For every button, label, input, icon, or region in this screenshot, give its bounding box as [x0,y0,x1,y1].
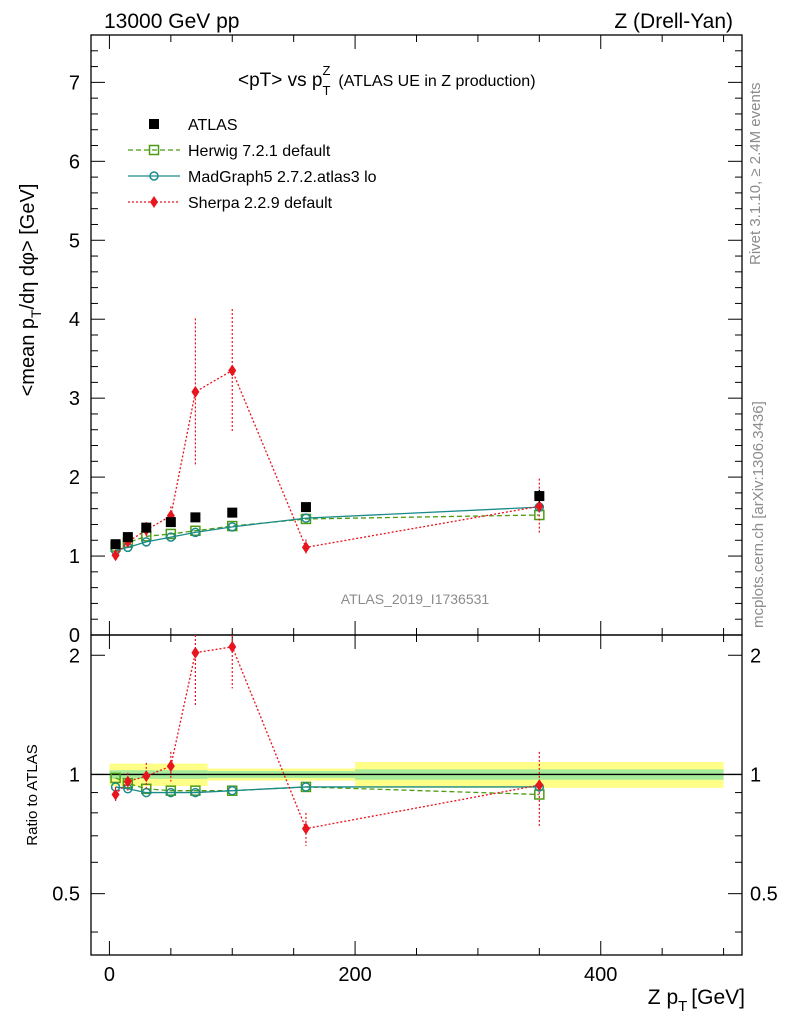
rivet-label: Rivet 3.1.10, ≥ 2.4M events [747,83,764,266]
header-right: Z (Drell-Yan) [614,10,733,33]
y-tick-label-ratio-right: 0.5 [750,884,778,906]
ratio-uncertainty-band [91,762,742,788]
legend-entry: ATLAS [149,117,238,134]
y-tick-label-main: 4 [69,309,80,331]
axes: 0 200 400 0 1 2 3 4 5 6 7 0.5 0.5 1 1 2 2 [52,35,778,986]
y-label-sub: T [28,309,44,318]
data-point [150,196,158,208]
data-point [165,517,176,528]
legend-entry: Herwig 7.2.1 default [128,143,331,160]
data-point [228,364,237,377]
legend-label: MadGraph5 2.7.2.atlas3 lo [188,169,377,186]
data-point [191,646,200,659]
svg-text:<pT> vs pZT(ATLAS UE in Z prod: <pT> vs pZ T (ATLAS UE in Z production) [238,63,536,98]
data-point [190,785,201,796]
plot-title: <pT> vs pZ T (ATLAS UE in Z production) [238,63,536,98]
legend-label: Sherpa 2.2.9 default [188,195,333,212]
title-subscript: T [322,83,330,98]
y-tick-label-ratio: 2 [69,645,80,667]
data-point [165,528,177,540]
x-tick-label: 400 [584,964,617,986]
data-point [535,500,544,513]
x-label-part-a: Z p [648,986,678,1009]
y-label-part-a: <mean p [17,318,39,396]
data-point [191,385,200,398]
series-line [115,786,540,794]
y-tick-label-main: 6 [69,151,80,173]
x-axis-label: Z pT [GeV] [648,986,745,1015]
y-tick-label-main: 0 [69,625,80,647]
series-madgraph5-2-7-2-atlas3-lo [110,502,545,556]
x-tick-label: 200 [338,964,371,986]
data-point [149,171,159,181]
data-point [535,779,544,792]
data-point [227,785,238,796]
y-axis-label: <mean pT/dη dφ> [GeV] [17,184,44,397]
data-point [301,541,310,554]
data-point [190,527,201,538]
data-point [534,491,545,502]
data-point [165,785,177,796]
data-point [122,532,133,543]
data-point [148,144,160,156]
ratio-y-axis-label: Ratio to ATLAS [24,744,41,845]
data-point [141,537,152,547]
y-tick-label-main: 5 [69,230,80,252]
data-point [166,760,175,773]
series-sherpa-2-2-9-default [111,308,544,562]
data-point [301,822,310,835]
data-point [111,788,120,801]
title-main: <pT> vs p [238,70,323,91]
data-point [142,770,151,783]
data-point [301,513,311,523]
x-tick-label: 0 [104,964,115,986]
y-tick-label-ratio-right: 2 [750,645,761,667]
data-point [190,525,201,537]
series-line [115,514,540,548]
data-point [123,775,132,788]
series-line [115,506,540,552]
legend-entry: Sherpa 2.2.9 default [128,195,333,212]
title-rest: (ATLAS UE in Z production) [338,73,535,90]
data-point [110,539,121,550]
series-ratio-sherpa-2-2-9-default [111,635,544,846]
legend-label: ATLAS [188,117,238,134]
y-tick-label-ratio-right: 1 [750,764,761,786]
y-tick-label-main: 1 [69,546,80,568]
data-point [149,119,159,129]
data-point [166,532,176,542]
series-atlas [110,489,545,550]
legend-entry: MadGraph5 2.7.2.atlas3 lo [128,169,377,186]
title-superscript: Z [323,63,331,78]
data-point [141,522,152,533]
data-point [166,787,176,798]
legend: ATLAS Herwig 7.2.1 default MadGraph5 2.7.2… [128,117,377,212]
header-left: 13000 GeV pp [104,10,239,33]
data-point [190,787,201,798]
ratio-series-layer [110,635,545,846]
series-line [115,369,540,556]
legend-label: Herwig 7.2.1 default [188,143,331,160]
data-point [228,640,237,653]
data-point [227,522,238,532]
mcplots-label: mcplots.cern.ch [arXiv:1306.3436] [750,401,767,628]
data-point [111,549,120,562]
y-tick-label-main: 2 [69,467,80,489]
y-tick-label-ratio: 1 [69,764,80,786]
y-tick-label-main: 7 [69,72,80,94]
data-point [190,512,201,523]
x-label-part-b: [GeV] [691,986,745,1009]
data-point [301,782,311,792]
analysis-watermark: ATLAS_2019_I1736531 [341,591,490,607]
series-ratio-madgraph5-2-7-2-atlas3-lo [110,782,545,798]
series-line [115,646,540,830]
main-series-layer [110,308,545,562]
y-label-part-b: /dη dφ> [GeV] [17,184,39,310]
y-tick-label-ratio: 0.5 [52,884,80,906]
data-point [227,507,238,518]
data-point [300,502,311,513]
y-tick-label-main: 3 [69,388,80,410]
x-label-sub: T [678,998,687,1015]
